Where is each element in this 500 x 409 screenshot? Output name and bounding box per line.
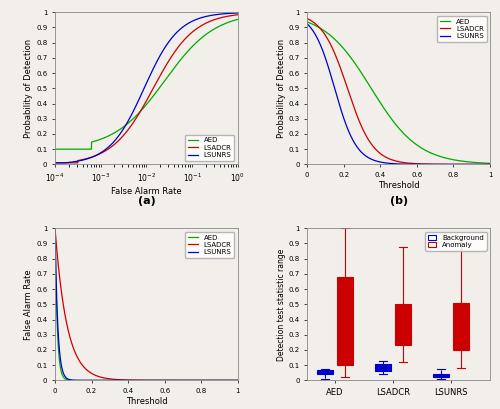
Y-axis label: False Alarm Rate: False Alarm Rate bbox=[24, 269, 34, 339]
PathPatch shape bbox=[374, 364, 390, 371]
PathPatch shape bbox=[316, 370, 332, 374]
PathPatch shape bbox=[432, 374, 448, 378]
Y-axis label: Probability of Detection: Probability of Detection bbox=[24, 39, 34, 138]
PathPatch shape bbox=[453, 303, 469, 350]
PathPatch shape bbox=[337, 277, 353, 365]
Text: (b): (b) bbox=[390, 196, 407, 206]
X-axis label: Threshold: Threshold bbox=[126, 397, 167, 406]
Y-axis label: Probability of Detection: Probability of Detection bbox=[276, 39, 285, 138]
Legend: AED, LSADCR, LSUNRS: AED, LSADCR, LSUNRS bbox=[185, 135, 234, 161]
Y-axis label: Detection test statistic range: Detection test statistic range bbox=[276, 248, 285, 360]
Legend: AED, LSADCR, LSUNRS: AED, LSADCR, LSUNRS bbox=[185, 232, 234, 258]
Legend: Background, Anomaly: Background, Anomaly bbox=[426, 232, 486, 251]
PathPatch shape bbox=[395, 304, 411, 345]
Legend: AED, LSADCR, LSUNRS: AED, LSADCR, LSUNRS bbox=[437, 16, 486, 42]
Text: (a): (a) bbox=[138, 196, 156, 206]
X-axis label: False Alarm Rate: False Alarm Rate bbox=[111, 187, 182, 196]
X-axis label: Threshold: Threshold bbox=[378, 181, 420, 190]
